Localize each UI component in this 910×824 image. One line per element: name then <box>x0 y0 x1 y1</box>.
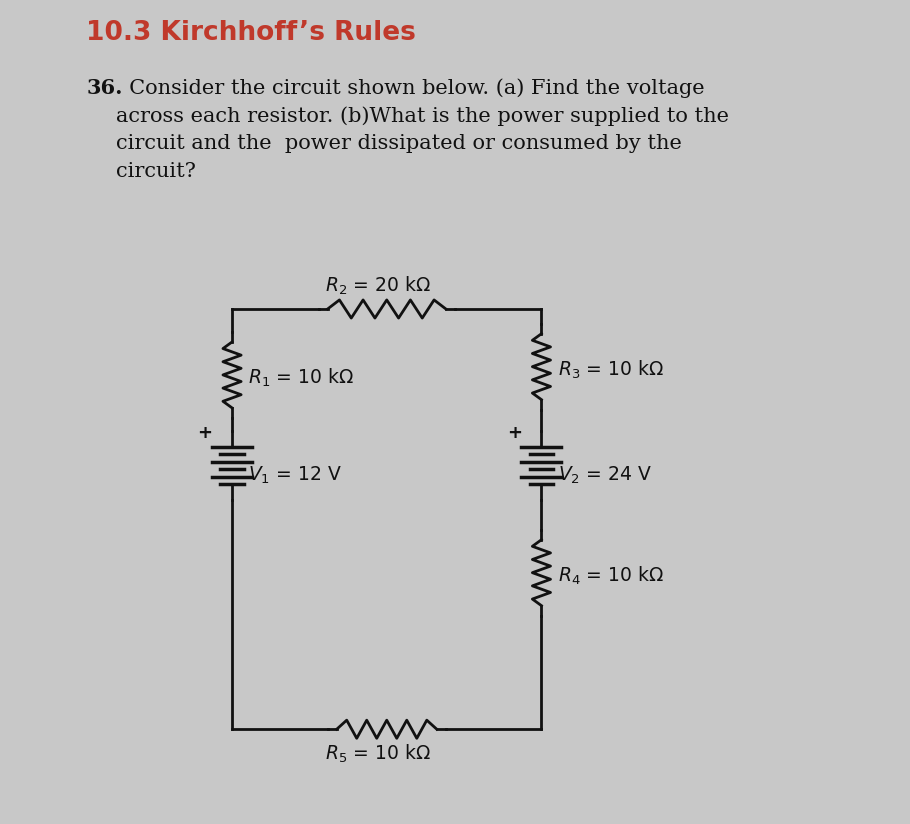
Text: $R_1$ = 10 k$\Omega$: $R_1$ = 10 k$\Omega$ <box>248 367 354 390</box>
Text: $R_4$ = 10 k$\Omega$: $R_4$ = 10 k$\Omega$ <box>558 564 663 588</box>
Text: 36.: 36. <box>86 78 123 98</box>
Text: 10.3 Kirchhoff’s Rules: 10.3 Kirchhoff’s Rules <box>86 20 416 46</box>
Text: $V_2$ = 24 V: $V_2$ = 24 V <box>558 465 652 486</box>
Text: Consider the circuit shown below. (a) Find the voltage
across each resistor. (b): Consider the circuit shown below. (a) Fi… <box>116 78 729 180</box>
Text: +: + <box>197 424 212 442</box>
Text: $R_3$ = 10 k$\Omega$: $R_3$ = 10 k$\Omega$ <box>558 358 663 382</box>
Text: $R_2$ = 20 k$\Omega$: $R_2$ = 20 k$\Omega$ <box>325 274 430 297</box>
Text: $R_5$ = 10 k$\Omega$: $R_5$ = 10 k$\Omega$ <box>325 742 430 765</box>
Text: +: + <box>507 424 521 442</box>
Text: $V_1$ = 12 V: $V_1$ = 12 V <box>248 465 342 486</box>
